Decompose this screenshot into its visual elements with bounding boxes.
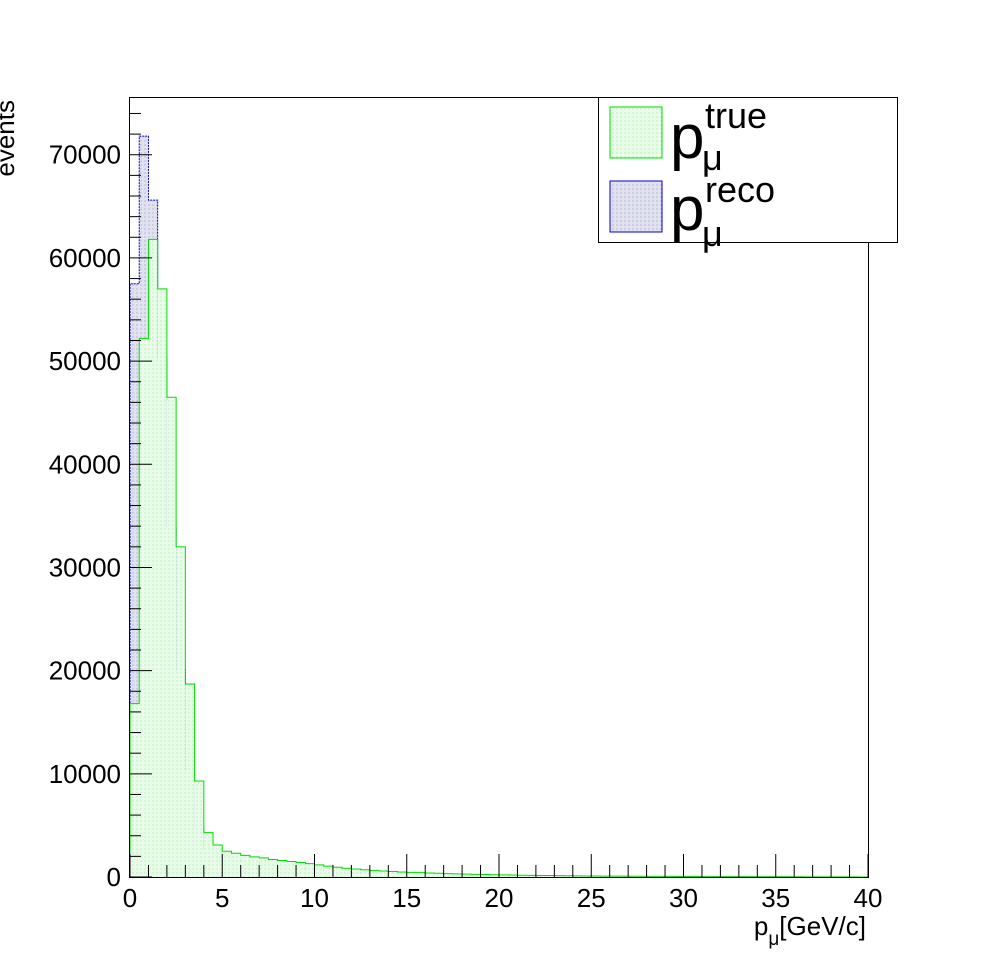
histogram-bin xyxy=(582,875,592,877)
x-tick-label: 25 xyxy=(577,883,606,913)
x-tick-label: 5 xyxy=(215,883,229,913)
histogram-bin xyxy=(148,239,158,877)
histogram-bin xyxy=(203,832,214,877)
legend-swatch-true xyxy=(609,106,663,159)
histogram-bin xyxy=(489,874,499,877)
y-axis-title: events xyxy=(0,100,20,177)
legend-true-sup: true xyxy=(705,95,767,136)
histogram-series xyxy=(129,135,869,878)
histogram-bin xyxy=(194,781,204,877)
legend-reco-sub: μ xyxy=(702,213,723,254)
histogram-bin xyxy=(508,875,518,877)
histogram-bin xyxy=(462,874,472,877)
series-true xyxy=(129,238,869,878)
histogram-bin xyxy=(222,851,232,877)
histogram-bin xyxy=(213,845,223,877)
y-tick-label: 60000 xyxy=(49,243,121,273)
histogram-bin xyxy=(517,875,527,877)
histogram-bin xyxy=(139,338,149,877)
y-tick-label: 10000 xyxy=(49,759,121,789)
histogram-bin xyxy=(259,857,269,877)
y-tick-label: 70000 xyxy=(49,140,121,170)
y-tick-label: 0 xyxy=(107,862,121,892)
histogram-bin xyxy=(231,853,241,877)
histogram-bin xyxy=(554,875,564,877)
x-axis-title-sub: μ xyxy=(768,929,779,950)
x-axis: 0 5 10 15 20 25 30 35 40 xyxy=(123,854,883,913)
plot-frame xyxy=(129,97,869,878)
legend-true-sub: μ xyxy=(702,137,723,178)
histogram-bin xyxy=(360,869,370,877)
legend-swatch-reco xyxy=(609,180,663,233)
histogram-bin xyxy=(415,872,426,877)
histogram-bin xyxy=(268,859,278,877)
histogram-bin xyxy=(305,863,315,877)
histogram-bin xyxy=(452,873,463,877)
y-tick-label: 30000 xyxy=(49,552,121,582)
histogram-bin xyxy=(296,862,306,877)
x-axis-title-main: p xyxy=(754,911,768,941)
histogram-bin xyxy=(342,868,352,877)
x-tick-label: 40 xyxy=(854,883,883,913)
x-tick-label: 20 xyxy=(485,883,514,913)
minor-ticks xyxy=(130,112,851,877)
histogram-bin xyxy=(130,283,140,877)
histogram-bin xyxy=(314,864,324,877)
histogram-bin xyxy=(471,874,481,877)
histogram-bin xyxy=(545,875,555,877)
histogram-bin xyxy=(286,861,297,877)
histogram-bin xyxy=(323,866,333,877)
legend-entry-true: p true μ xyxy=(670,95,772,178)
histogram-bin xyxy=(351,869,361,877)
histogram-bin xyxy=(176,546,186,877)
histogram-bin xyxy=(332,867,343,877)
x-axis-title-rest: [GeV/c] xyxy=(779,911,866,941)
histogram-bin xyxy=(157,288,167,877)
histogram-bin xyxy=(277,860,287,877)
histogram-bin xyxy=(130,703,140,877)
y-tick-label: 20000 xyxy=(49,656,121,686)
histogram-bin xyxy=(379,871,389,877)
histogram-bin xyxy=(249,856,260,877)
legend-entry-reco: p reco μ xyxy=(670,169,779,254)
legend-reco-main: p xyxy=(670,175,704,244)
legend-reco-sup: reco xyxy=(705,169,775,210)
histogram-bin xyxy=(406,872,416,877)
histogram-bin xyxy=(369,870,380,877)
legend: p true μ p reco μ xyxy=(598,95,898,254)
legend-true-main: p xyxy=(670,103,704,172)
histogram-bin xyxy=(425,872,435,877)
histogram-bin xyxy=(443,873,453,877)
x-tick-label: 10 xyxy=(300,883,329,913)
x-tick-label: 35 xyxy=(761,883,790,913)
histogram-bin xyxy=(572,875,583,877)
histogram-bin xyxy=(388,871,398,877)
x-tick-label: 0 xyxy=(123,883,137,913)
histogram-bin xyxy=(434,873,444,877)
x-tick-label: 30 xyxy=(669,883,698,913)
histogram-bin xyxy=(563,875,573,877)
y-tick-label: 40000 xyxy=(49,449,121,479)
histogram-bin xyxy=(166,397,177,877)
y-axis: 0 10000 20000 30000 40000 50000 60000 70000 xyxy=(49,140,152,892)
histogram-bin xyxy=(480,874,490,877)
histogram-bin xyxy=(240,855,250,877)
histogram-bin xyxy=(526,875,536,877)
x-axis-title: pμ[GeV/c] xyxy=(754,911,866,950)
histogram-bin xyxy=(499,874,509,877)
histogram-bin xyxy=(535,875,546,877)
x-tick-label: 15 xyxy=(392,883,421,913)
histogram-bin xyxy=(397,871,407,877)
y-tick-label: 50000 xyxy=(49,346,121,376)
histogram-bin xyxy=(185,684,195,877)
